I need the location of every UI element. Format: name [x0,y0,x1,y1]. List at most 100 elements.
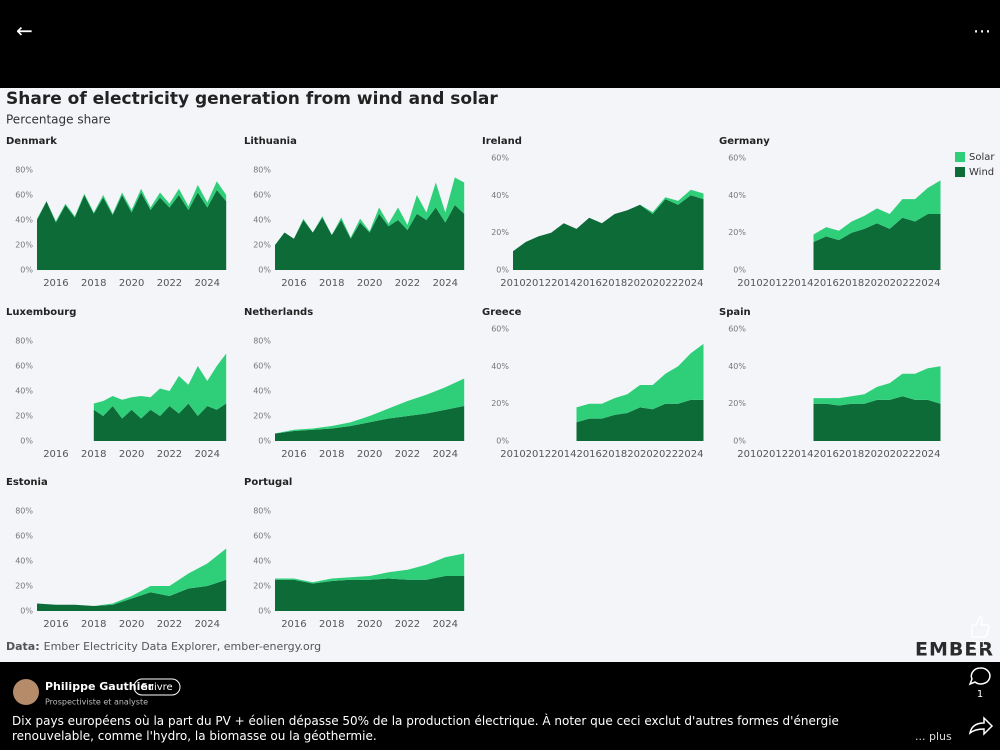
logo: EMBER [915,639,994,661]
x-tick-label: 2020 [119,278,144,289]
y-tick-label: 0% [20,437,33,446]
y-tick-label: 40% [491,362,509,371]
x-tick-label: 2018 [81,619,106,630]
area-0 [813,214,941,270]
x-tick-label: 2022 [890,449,915,460]
x-tick-label: 2012 [763,278,788,289]
y-tick-label: 80% [15,166,33,175]
x-tick-label: 2016 [576,449,601,460]
area-0 [813,396,941,441]
menu-button[interactable]: ⋯ [973,21,991,42]
x-tick-label: 2024 [915,449,940,460]
y-tick-label: 20% [253,582,271,591]
y-tick-label: 0% [20,266,33,275]
x-tick-label: 2016 [813,278,838,289]
panel-title: Luxembourg [6,307,76,318]
y-tick-label: 40% [728,362,746,371]
y-tick-label: 80% [15,507,33,516]
area-1 [813,366,941,406]
x-tick-label: 2024 [433,278,458,289]
panel-title: Denmark [6,136,57,147]
x-tick-label: 2024 [678,449,703,460]
y-tick-label: 20% [15,412,33,421]
x-tick-label: 2020 [119,449,144,460]
source: Data: Ember Electricity Data Explorer, em… [6,640,321,653]
x-tick-label: 2022 [395,449,420,460]
x-tick-label: 2016 [813,449,838,460]
figure-subtitle: Percentage share [6,113,111,127]
x-tick-label: 2010 [500,278,525,289]
y-tick-label: 0% [496,266,509,275]
area-1 [275,378,465,434]
y-tick-label: 40% [253,216,271,225]
area-1 [275,553,465,584]
y-tick-label: 20% [728,228,746,237]
y-tick-label: 60% [15,362,33,371]
area-1 [37,548,227,606]
x-tick-label: 2024 [195,619,220,630]
panel-title: Ireland [482,136,522,147]
x-tick-label: 2016 [281,619,306,630]
y-tick-label: 0% [733,266,746,275]
x-tick-label: 2018 [81,278,106,289]
x-tick-label: 2022 [890,278,915,289]
y-tick-label: 60% [728,154,746,163]
x-tick-label: 2020 [357,619,382,630]
x-tick-label: 2010 [737,278,762,289]
x-tick-label: 2024 [433,449,458,460]
area-0 [37,579,227,611]
y-tick-label: 0% [496,437,509,446]
x-tick-label: 2022 [653,278,678,289]
x-tick-label: 2020 [357,449,382,460]
area-1 [576,343,704,423]
x-tick-label: 2018 [839,278,864,289]
y-tick-label: 40% [253,557,271,566]
area-1 [37,181,227,223]
y-tick-label: 60% [491,154,509,163]
comment-icon[interactable] [968,667,991,686]
share-icon[interactable] [968,716,994,736]
y-tick-label: 0% [733,437,746,446]
x-tick-label: 2016 [43,449,68,460]
x-tick-label: 2022 [157,278,182,289]
panel-title: Estonia [6,477,48,488]
y-tick-label: 0% [258,437,271,446]
follow-label[interactable]: Suivre [141,682,172,693]
source-label: Data: [6,640,40,653]
like-icon[interactable] [971,616,990,638]
y-tick-label: 80% [253,507,271,516]
panel-title: Greece [482,307,522,318]
area-1 [275,177,465,245]
area-0 [275,406,465,441]
y-tick-label: 0% [258,266,271,275]
y-tick-label: 40% [15,216,33,225]
back-button[interactable]: ← [16,19,33,43]
x-tick-label: 2014 [551,449,576,460]
headline: Prospectiviste et analyste [45,698,148,707]
x-tick-label: 2016 [43,278,68,289]
avatar[interactable] [13,679,39,705]
more-link[interactable]: ... plus [915,730,952,743]
y-tick-label: 20% [15,582,33,591]
author[interactable]: Philippe Gauthier [45,680,154,693]
legend-swatch [955,167,965,177]
x-tick-label: 2020 [864,278,889,289]
x-tick-label: 2016 [281,278,306,289]
area-0 [93,403,227,441]
x-tick-label: 2024 [915,278,940,289]
y-tick-label: 60% [15,532,33,541]
x-tick-label: 2018 [319,619,344,630]
x-tick-label: 2018 [602,278,627,289]
y-tick-label: 40% [15,387,33,396]
y-tick-label: 20% [491,399,509,408]
y-tick-label: 20% [15,241,33,250]
x-tick-label: 2022 [395,278,420,289]
legend-label: Wind [969,167,994,178]
x-tick-label: 2024 [678,278,703,289]
panel-title: Lithuania [244,136,297,147]
x-tick-label: 2010 [737,449,762,460]
follow-button[interactable] [133,678,181,696]
x-tick-label: 2012 [526,449,551,460]
area-0 [37,190,227,270]
